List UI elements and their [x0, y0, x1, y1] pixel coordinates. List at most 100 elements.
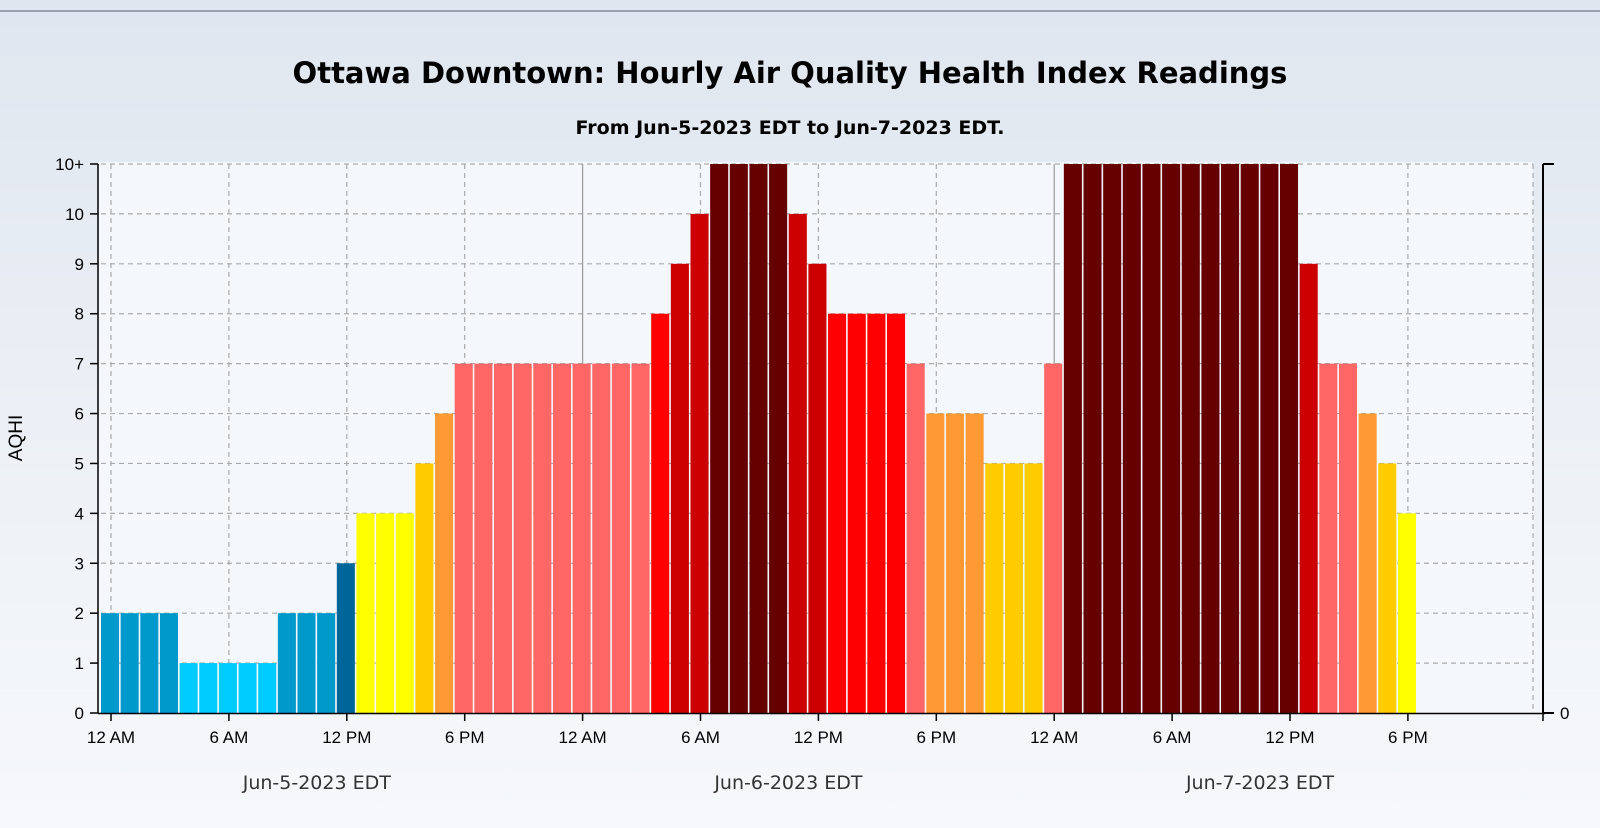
x-tick-label: 12 PM — [1265, 728, 1314, 747]
axes — [90, 163, 1554, 721]
y-tick-label: 4 — [75, 504, 84, 523]
bar — [415, 463, 434, 713]
bar — [101, 613, 120, 713]
top-rule — [0, 10, 1600, 12]
bar — [592, 363, 611, 713]
bar — [690, 213, 709, 713]
bar — [1240, 164, 1259, 713]
bar — [651, 313, 670, 713]
bar — [435, 413, 454, 713]
y-tick-label: 10+ — [55, 155, 84, 174]
y-tick-label: 1 — [75, 654, 84, 673]
x-tick-label: 6 PM — [445, 728, 485, 747]
bar — [1319, 363, 1338, 713]
bar — [808, 263, 827, 713]
bar — [159, 613, 178, 713]
bar — [945, 413, 964, 713]
bar — [670, 263, 689, 713]
chart-title: Ottawa Downtown: Hourly Air Quality Heal… — [292, 56, 1288, 90]
bar — [1378, 463, 1397, 713]
bar — [828, 313, 847, 713]
bar — [572, 363, 591, 713]
bar — [1221, 164, 1240, 713]
bar — [140, 613, 159, 713]
x-tick-label: 6 AM — [210, 728, 249, 747]
x-tick-label: 6 AM — [1153, 728, 1192, 747]
bar — [120, 613, 139, 713]
bar — [199, 663, 218, 713]
bar — [1358, 413, 1377, 713]
bar — [376, 513, 395, 713]
bar — [729, 164, 748, 713]
bar — [317, 613, 336, 713]
x-tick-label: 6 PM — [1388, 728, 1428, 747]
bar — [1181, 164, 1200, 713]
bar — [847, 313, 866, 713]
bar — [710, 164, 729, 713]
bar — [258, 663, 277, 713]
bar — [1280, 164, 1299, 713]
x-tick-label: 6 PM — [916, 728, 956, 747]
bar — [1004, 463, 1023, 713]
x-tick-label: 12 PM — [794, 728, 843, 747]
bar — [965, 413, 984, 713]
bar — [611, 363, 630, 713]
date-label: Jun-6-2023 EDT — [713, 772, 863, 794]
bar — [788, 213, 807, 713]
bar — [985, 463, 1004, 713]
bar — [926, 413, 945, 713]
bar — [1044, 363, 1063, 713]
y-tick-label: 7 — [75, 355, 84, 374]
bar — [1201, 164, 1220, 713]
bar — [1397, 513, 1416, 713]
bar — [395, 513, 414, 713]
right-axis-tick-label: 0 — [1560, 704, 1569, 723]
bar — [1142, 164, 1161, 713]
bar — [1063, 164, 1082, 713]
bar — [631, 363, 650, 713]
bar — [1122, 164, 1141, 713]
bar — [906, 363, 925, 713]
y-tick-label: 5 — [75, 454, 84, 473]
bar — [494, 363, 513, 713]
x-tick-label: 12 AM — [87, 728, 135, 747]
bar — [218, 663, 237, 713]
date-label: Jun-5-2023 EDT — [242, 772, 392, 794]
bar — [1162, 164, 1181, 713]
bar — [474, 363, 493, 713]
y-tick-label: 10 — [65, 205, 84, 224]
bar — [533, 363, 552, 713]
y-tick-label: 9 — [75, 255, 84, 274]
y-axis-label: AQHI — [6, 415, 27, 461]
y-tick-label: 8 — [75, 305, 84, 324]
x-tick-label: 12 AM — [558, 728, 606, 747]
bar — [277, 613, 296, 713]
bar — [1083, 164, 1102, 713]
bar — [336, 563, 355, 713]
bar — [179, 663, 198, 713]
chart-subtitle: From Jun-5-2023 EDT to Jun-7-2023 EDT. — [575, 117, 1005, 139]
x-tick-label: 12 PM — [322, 728, 371, 747]
bar — [356, 513, 375, 713]
bar — [513, 363, 532, 713]
y-tick-label: 3 — [75, 554, 84, 573]
bar — [1299, 263, 1318, 713]
y-tick-label: 2 — [75, 604, 84, 623]
bars — [101, 164, 1416, 713]
bar — [552, 363, 571, 713]
bar — [887, 313, 906, 713]
bar — [749, 164, 768, 713]
bar — [1338, 363, 1357, 713]
x-tick-label: 6 AM — [681, 728, 720, 747]
bar — [1024, 463, 1043, 713]
bar — [238, 663, 257, 713]
bar — [769, 164, 788, 713]
y-tick-label: 0 — [75, 704, 84, 723]
bar — [1103, 164, 1122, 713]
bar — [1260, 164, 1279, 713]
bar — [454, 363, 473, 713]
bar — [297, 613, 316, 713]
bar — [867, 313, 886, 713]
